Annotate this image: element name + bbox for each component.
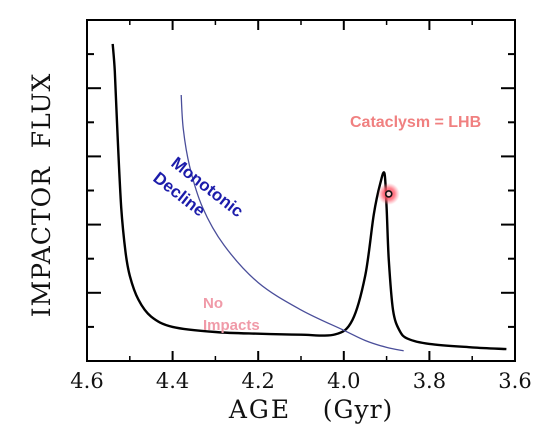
x-tick-label: 4.2 (241, 369, 274, 393)
x-tick-label: 3.8 (413, 369, 446, 393)
x-tick-label: 3.6 (498, 369, 531, 393)
impactor-flux-line (111, 43, 507, 351)
series-layer (111, 43, 507, 352)
cataclysm-marker (384, 190, 393, 198)
x-tick-label: 4.4 (156, 369, 189, 393)
x-tick-label: 4.6 (70, 369, 103, 393)
y-axis-title: IMPACTOR FLUX (27, 73, 56, 318)
x-axis-title: AGE (228, 395, 291, 424)
y-axis-ticks (87, 53, 515, 328)
annotation-cataclysm: Cataclysm = LHB (350, 114, 481, 131)
annotation-impacts: Impacts (203, 317, 260, 334)
annotation-no: No (203, 295, 223, 312)
x-axis-unit: (Gyr) (323, 395, 394, 424)
x-axis-ticks: 4.6 4.4 4.2 4.0 3.8 3.6 (70, 20, 532, 393)
monotonic-decline-line (180, 94, 404, 352)
marker-layer (377, 182, 400, 205)
x-tick-label: 4.0 (327, 369, 360, 393)
